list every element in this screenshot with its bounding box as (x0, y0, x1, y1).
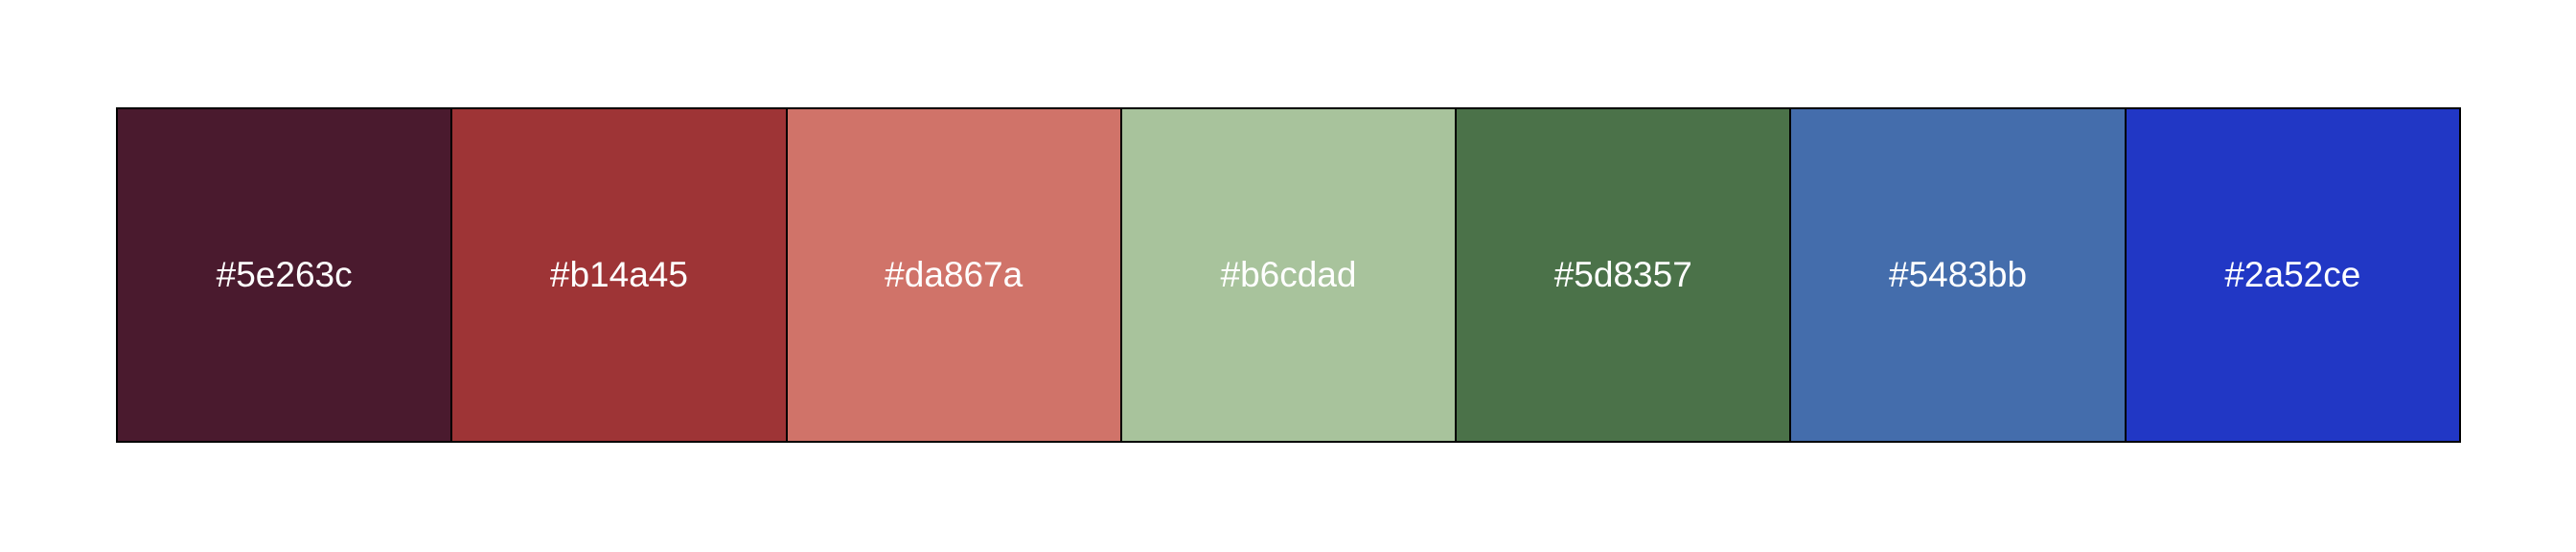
color-swatch: #5483bb (1791, 109, 2127, 441)
swatch-label: #da867a (885, 255, 1024, 294)
swatch-label: #5d8357 (1553, 255, 1692, 294)
color-swatch: #2a52ce (2126, 109, 2459, 441)
swatch-label: #b6cdad (1220, 255, 1357, 294)
color-swatch: #5e263c (118, 109, 453, 441)
color-palette: #5e263c #b14a45 #da867a #b6cdad #5d8357 … (116, 107, 2461, 443)
swatch-label: #b14a45 (549, 255, 688, 294)
swatch-label: #5e263c (216, 255, 353, 294)
color-swatch: #5d8357 (1457, 109, 1792, 441)
color-swatch: #da867a (787, 109, 1122, 441)
color-swatch: #b14a45 (452, 109, 788, 441)
swatch-label: #5483bb (1889, 255, 2028, 294)
swatch-label: #2a52ce (2224, 255, 2361, 294)
color-swatch: #b6cdad (1121, 109, 1458, 441)
